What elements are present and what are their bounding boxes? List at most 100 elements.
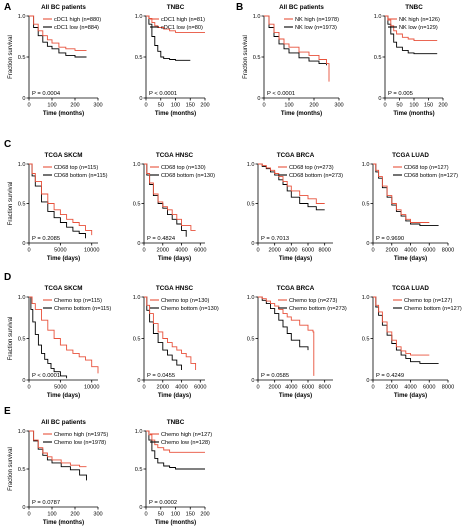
y-tick-label: 0.5: [247, 202, 255, 208]
y-tick-label: 0: [251, 241, 254, 247]
panel-letter: C: [4, 139, 11, 150]
x-tick-label: 300: [93, 512, 102, 518]
y-tick-label: 1.0: [18, 162, 26, 168]
survival-curve-red: [29, 430, 87, 468]
x-tick-label: 0: [27, 103, 30, 109]
y-tick-label: 0: [139, 96, 142, 102]
survival-curve-red: [144, 163, 196, 231]
panel-title: TCGA BRCA: [277, 285, 315, 292]
panel-title: TCGA HNSC: [156, 152, 194, 159]
x-tick-label: 0: [144, 512, 147, 518]
y-axis-label: Fraction survival: [8, 447, 14, 491]
legend-label: CD68 bottom (n=130): [161, 173, 215, 179]
legend-label: Chemo top (n=130): [161, 298, 209, 304]
survival-curve-black: [264, 15, 327, 66]
p-value: P = 0.2085: [32, 236, 60, 242]
legend-label: NK low (n=129): [399, 25, 438, 31]
legend-label: cDC1 low (n=884): [54, 25, 99, 31]
x-tick-label: 100: [284, 103, 293, 109]
x-axis-label: Time (months): [155, 520, 196, 526]
panel-c4: TCGA LUAD 0 0.5 1.0 0 2000 4000 6000 8000 Time (d…: [362, 152, 458, 262]
x-tick-label: 150: [186, 103, 195, 109]
y-tick-label: 0: [22, 241, 25, 247]
y-tick-label: 0.5: [18, 467, 26, 473]
x-tick-label: 200: [70, 103, 79, 109]
y-tick-label: 1.0: [253, 14, 261, 20]
x-tick-label: 6000: [194, 385, 206, 391]
x-tick-label: 150: [186, 512, 195, 518]
y-tick-label: 0.5: [135, 467, 143, 473]
x-tick-label: 8000: [442, 248, 454, 254]
survival-curve-black: [258, 296, 309, 351]
legend-label: cDC1 high (n=880): [54, 17, 101, 23]
y-tick-label: 0: [257, 96, 260, 102]
y-tick-label: 0: [251, 378, 254, 384]
panel-letter: D: [4, 272, 11, 283]
x-tick-label: 0: [27, 385, 30, 391]
x-tick-label: 100: [47, 103, 56, 109]
x-tick-label: 6000: [302, 385, 314, 391]
y-tick-label: 0.5: [362, 337, 370, 343]
y-tick-label: 1.0: [18, 295, 26, 301]
x-axis-label: Time (months): [393, 111, 434, 117]
legend-label: Chemo top (n=127): [404, 298, 452, 304]
y-tick-label: 0: [137, 378, 140, 384]
survival-curve-red: [373, 296, 430, 356]
panel-title: TCGA BRCA: [277, 152, 315, 159]
y-tick-label: 0.5: [253, 55, 261, 61]
panel-e2: TNBC 0 0.5 1.0 0 50 100 150 200 Time (months) Chem…: [135, 419, 213, 526]
y-tick-label: 0.5: [135, 55, 143, 61]
y-tick-label: 0.5: [133, 337, 141, 343]
p-value: P = 0.4824: [147, 236, 176, 242]
x-axis-label: Time (days): [158, 256, 191, 262]
y-tick-label: 0.5: [18, 337, 26, 343]
x-tick-label: 0: [256, 248, 259, 254]
y-tick-label: 1.0: [135, 14, 143, 20]
panel-title: TNBC: [405, 4, 423, 11]
x-axis-label: Time (months): [43, 520, 84, 526]
panel-title: All BC patients: [279, 4, 324, 11]
y-tick-label: 1.0: [374, 14, 382, 20]
x-tick-label: 0: [142, 248, 145, 254]
panel-title: TNBC: [167, 419, 185, 426]
y-tick-label: 0: [366, 378, 369, 384]
y-axis-label: Fraction survival: [8, 317, 14, 361]
x-tick-label: 2000: [268, 248, 280, 254]
x-axis-label: Time (days): [279, 393, 312, 399]
x-tick-label: 0: [144, 103, 147, 109]
x-tick-label: 10000: [84, 385, 100, 391]
y-tick-label: 0.5: [18, 55, 26, 61]
panel-title: TCGA SKCM: [45, 285, 83, 292]
legend-label: Chemo bottom (n=127): [404, 306, 462, 312]
legend-label: Chemo high (n=127): [161, 432, 212, 438]
legend-label: Chemo bottom (n=115): [54, 306, 111, 312]
x-tick-label: 0: [256, 385, 259, 391]
panel-b2: TNBC 0 0.5 1.0 0 50 100 150 200 Time (months) NK h…: [374, 4, 448, 117]
legend-label: cDC1 high (n=81): [161, 17, 205, 23]
x-axis-label: Time (months): [155, 111, 196, 117]
x-tick-label: 5000: [54, 248, 66, 254]
legend-label: Chemo low (n=128): [161, 440, 210, 446]
p-value: P < 0.0001: [267, 91, 295, 97]
panel-d3: TCGA BRCA 0 0.5 1.0 0 2000 4000 6000 8000 Time (d…: [247, 285, 347, 399]
survival-curve-red: [258, 296, 315, 376]
p-value: P = 0.7013: [261, 236, 289, 242]
y-tick-label: 1.0: [18, 14, 26, 20]
legend-label: cDC1 low (n=80): [161, 25, 203, 31]
x-tick-label: 0: [27, 248, 30, 254]
x-tick-label: 300: [334, 103, 343, 109]
survival-curve-red: [29, 163, 93, 236]
y-tick-label: 0: [22, 96, 25, 102]
y-tick-label: 0: [137, 241, 140, 247]
panel-c3: TCGA BRCA 0 0.5 1.0 0 2000 4000 6000 8000 Time (d…: [247, 152, 343, 262]
legend-label: Chemo top (n=273): [289, 298, 337, 304]
legend-label: Chemo bottom (n=130): [161, 306, 219, 312]
y-tick-label: 1.0: [362, 162, 370, 168]
legend-label: NK high (n=126): [399, 17, 440, 23]
panel-letter: B: [236, 2, 243, 13]
y-tick-label: 0: [378, 96, 381, 102]
x-tick-label: 8000: [442, 385, 454, 391]
